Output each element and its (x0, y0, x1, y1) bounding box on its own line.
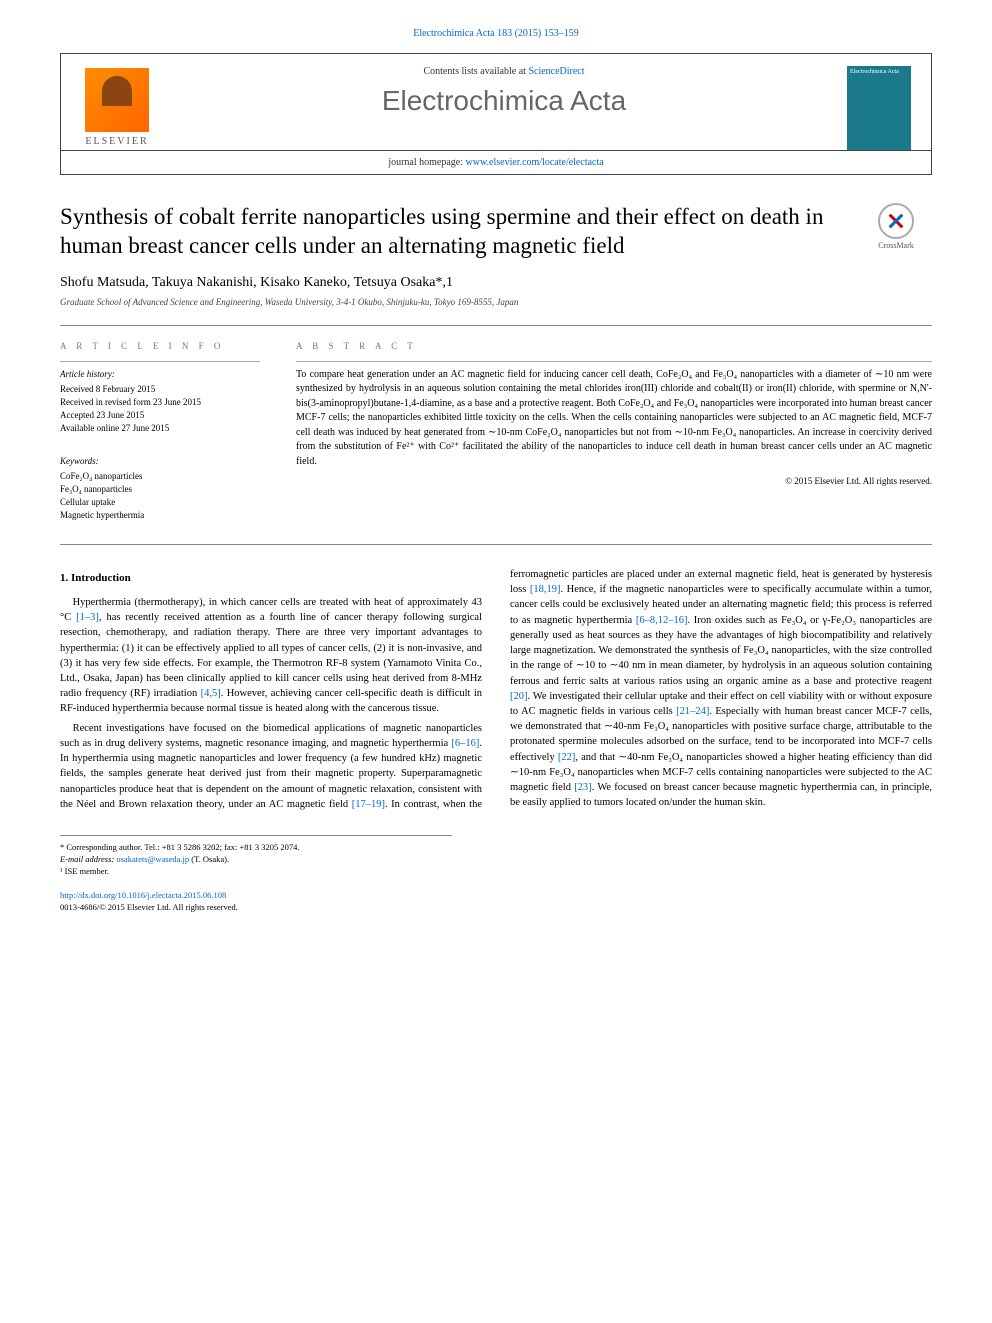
journal-name: Electrochimica Acta (161, 85, 847, 117)
history-revised: Received in revised form 23 June 2015 (60, 396, 260, 409)
journal-homepage: journal homepage: www.elsevier.com/locat… (61, 150, 931, 174)
keyword: Fe₃O₄ nanoparticles (60, 483, 260, 496)
author-list: Shofu Matsuda, Takuya Nakanishi, Kisako … (60, 275, 932, 291)
abstract-label: A B S T R A C T (296, 340, 932, 353)
citation-link[interactable]: [22] (558, 752, 576, 763)
footnotes: * Corresponding author. Tel.: +81 3 5286… (60, 835, 452, 878)
history-accepted: Accepted 23 June 2015 (60, 409, 260, 422)
history-label: Article history: (60, 368, 260, 381)
keyword: Cellular uptake (60, 496, 260, 509)
citation-link[interactable]: [6–8,12–16] (636, 615, 688, 626)
affiliation: Graduate School of Advanced Science and … (60, 297, 932, 307)
citation-link[interactable]: [18,19] (530, 584, 561, 595)
elsevier-tree-icon (85, 68, 149, 132)
citation-link[interactable]: [17–19] (352, 799, 385, 810)
crossmark-badge[interactable]: CrossMark (860, 203, 932, 250)
article-identifiers: http://dx.doi.org/10.1016/j.electacta.20… (60, 890, 932, 914)
journal-citation[interactable]: Electrochimica Acta 183 (2015) 153–159 (60, 28, 932, 39)
doi-link[interactable]: http://dx.doi.org/10.1016/j.electacta.20… (60, 890, 226, 900)
intro-heading: 1. Introduction (60, 571, 482, 587)
abstract-text: To compare heat generation under an AC m… (296, 361, 932, 470)
article-body: 1. Introduction Hyperthermia (thermother… (60, 567, 932, 813)
keyword: Magnetic hyperthermia (60, 509, 260, 522)
citation-link[interactable]: [1–3] (76, 612, 99, 623)
author-email-link[interactable]: osakatets@waseda.jp (116, 854, 189, 864)
keyword: CoFe₂O₄ nanoparticles (60, 470, 260, 483)
article-title: Synthesis of cobalt ferrite nanoparticle… (60, 203, 840, 261)
journal-cover-thumbnail[interactable]: Electrochimica Acta (847, 66, 911, 150)
intro-paragraph: Hyperthermia (thermotherapy), in which c… (60, 595, 482, 717)
citation-link[interactable]: [4,5] (201, 688, 221, 699)
history-received: Received 8 February 2015 (60, 383, 260, 396)
citation-link[interactable]: [20] (510, 691, 528, 702)
citation-link[interactable]: [21–24] (676, 706, 709, 717)
corresponding-author: * Corresponding author. Tel.: +81 3 5286… (60, 842, 452, 854)
crossmark-icon (878, 203, 914, 239)
publisher-name: ELSEVIER (73, 136, 161, 147)
contents-available: Contents lists available at ScienceDirec… (161, 66, 847, 77)
email-line: E-mail address: osakatets@waseda.jp (T. … (60, 854, 452, 866)
history-online: Available online 27 June 2015 (60, 422, 260, 435)
copyright: © 2015 Elsevier Ltd. All rights reserved… (296, 475, 932, 488)
citation-link[interactable]: [6–16] (451, 738, 479, 749)
publisher-logo[interactable]: ELSEVIER (73, 62, 161, 147)
homepage-link[interactable]: www.elsevier.com/locate/electacta (466, 157, 604, 168)
keywords-label: Keywords: (60, 455, 260, 468)
ise-member-note: ¹ ISE member. (60, 866, 452, 878)
citation-link[interactable]: [23] (574, 782, 592, 793)
sciencedirect-link[interactable]: ScienceDirect (528, 66, 584, 77)
issn-copyright: 0013-4686/© 2015 Elsevier Ltd. All right… (60, 902, 932, 914)
journal-header: ELSEVIER Contents lists available at Sci… (60, 53, 932, 175)
article-info-label: A R T I C L E I N F O (60, 340, 260, 353)
